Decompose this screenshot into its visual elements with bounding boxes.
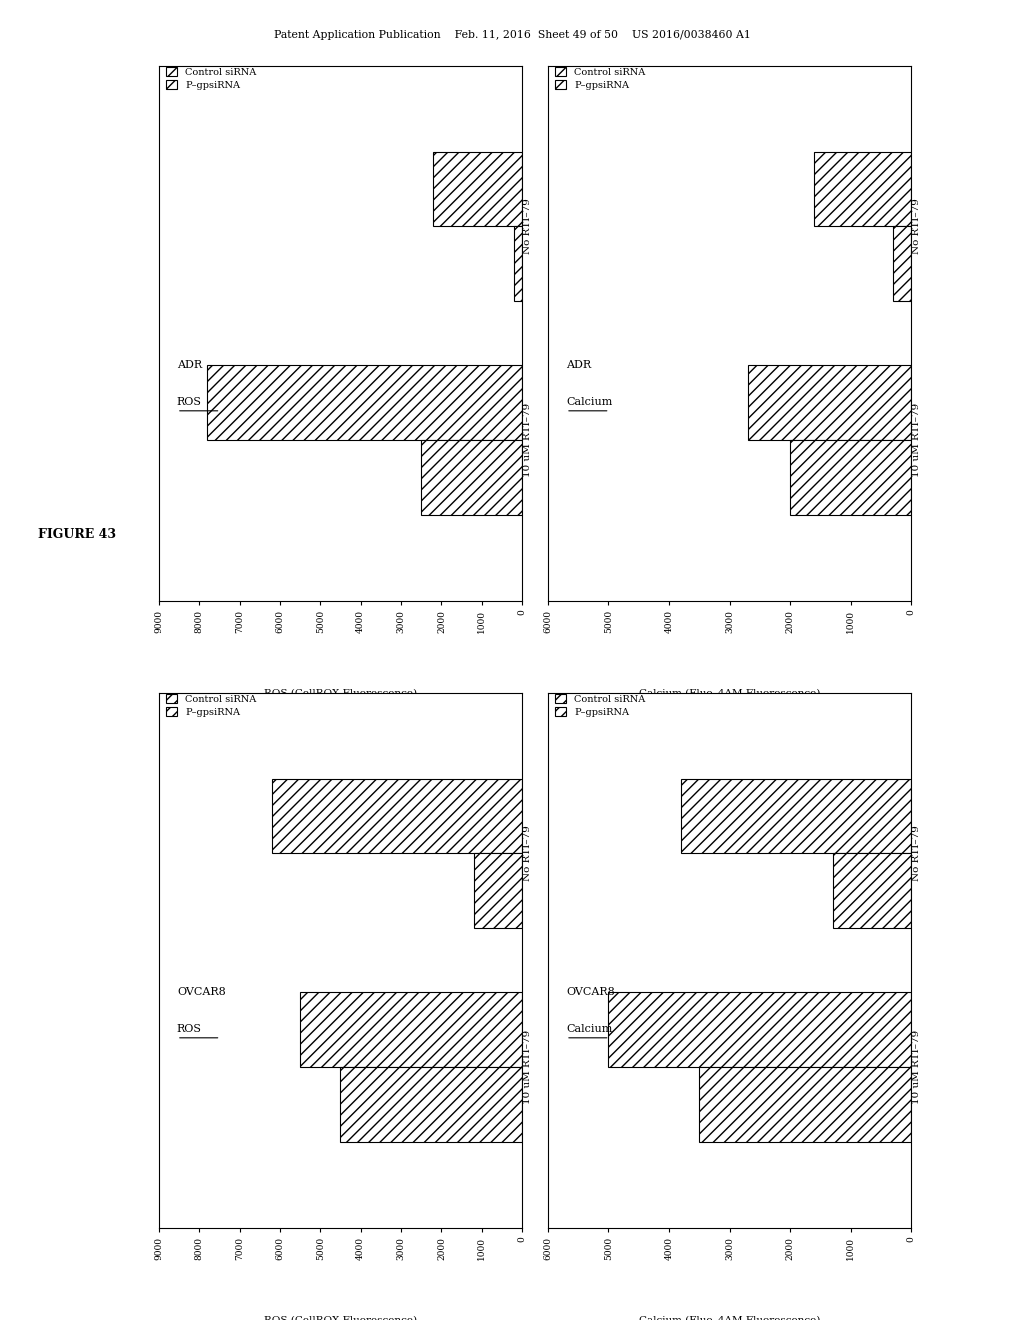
Bar xyxy=(421,440,522,515)
Bar xyxy=(608,993,911,1067)
Bar xyxy=(699,1067,911,1142)
Bar xyxy=(833,853,911,928)
Text: ADR: ADR xyxy=(177,360,202,370)
Bar xyxy=(207,366,522,440)
Legend: Control siRNA, P–gpsiRNA: Control siRNA, P–gpsiRNA xyxy=(164,66,258,91)
Bar xyxy=(474,853,522,928)
Bar xyxy=(271,779,522,853)
Text: Calcium: Calcium xyxy=(566,397,612,408)
Bar xyxy=(433,152,522,226)
X-axis label: ROS (CellROX Fluorescence): ROS (CellROX Fluorescence) xyxy=(264,688,417,697)
Bar xyxy=(514,226,522,301)
Bar xyxy=(814,152,911,226)
X-axis label: ROS (CellROX Fluorescence): ROS (CellROX Fluorescence) xyxy=(264,1315,417,1320)
Text: FIGURE 43: FIGURE 43 xyxy=(38,528,116,541)
Text: Patent Application Publication    Feb. 11, 2016  Sheet 49 of 50    US 2016/00384: Patent Application Publication Feb. 11, … xyxy=(273,30,751,41)
Bar xyxy=(681,779,911,853)
Text: ROS: ROS xyxy=(177,1024,202,1035)
Text: Calcium: Calcium xyxy=(566,1024,612,1035)
Bar xyxy=(748,366,911,440)
Legend: Control siRNA, P–gpsiRNA: Control siRNA, P–gpsiRNA xyxy=(164,693,258,718)
Bar xyxy=(791,440,911,515)
Bar xyxy=(893,226,911,301)
X-axis label: Calcium (Fluo–4AM Fluorescence): Calcium (Fluo–4AM Fluorescence) xyxy=(639,1315,820,1320)
Bar xyxy=(340,1067,522,1142)
Text: OVCAR8: OVCAR8 xyxy=(566,987,614,997)
Bar xyxy=(300,993,522,1067)
Text: ROS: ROS xyxy=(177,397,202,408)
Legend: Control siRNA, P–gpsiRNA: Control siRNA, P–gpsiRNA xyxy=(553,693,647,718)
X-axis label: Calcium (Fluo–4AM Fluorescence): Calcium (Fluo–4AM Fluorescence) xyxy=(639,688,820,697)
Text: OVCAR8: OVCAR8 xyxy=(177,987,225,997)
Legend: Control siRNA, P–gpsiRNA: Control siRNA, P–gpsiRNA xyxy=(553,66,647,91)
Text: ADR: ADR xyxy=(566,360,591,370)
